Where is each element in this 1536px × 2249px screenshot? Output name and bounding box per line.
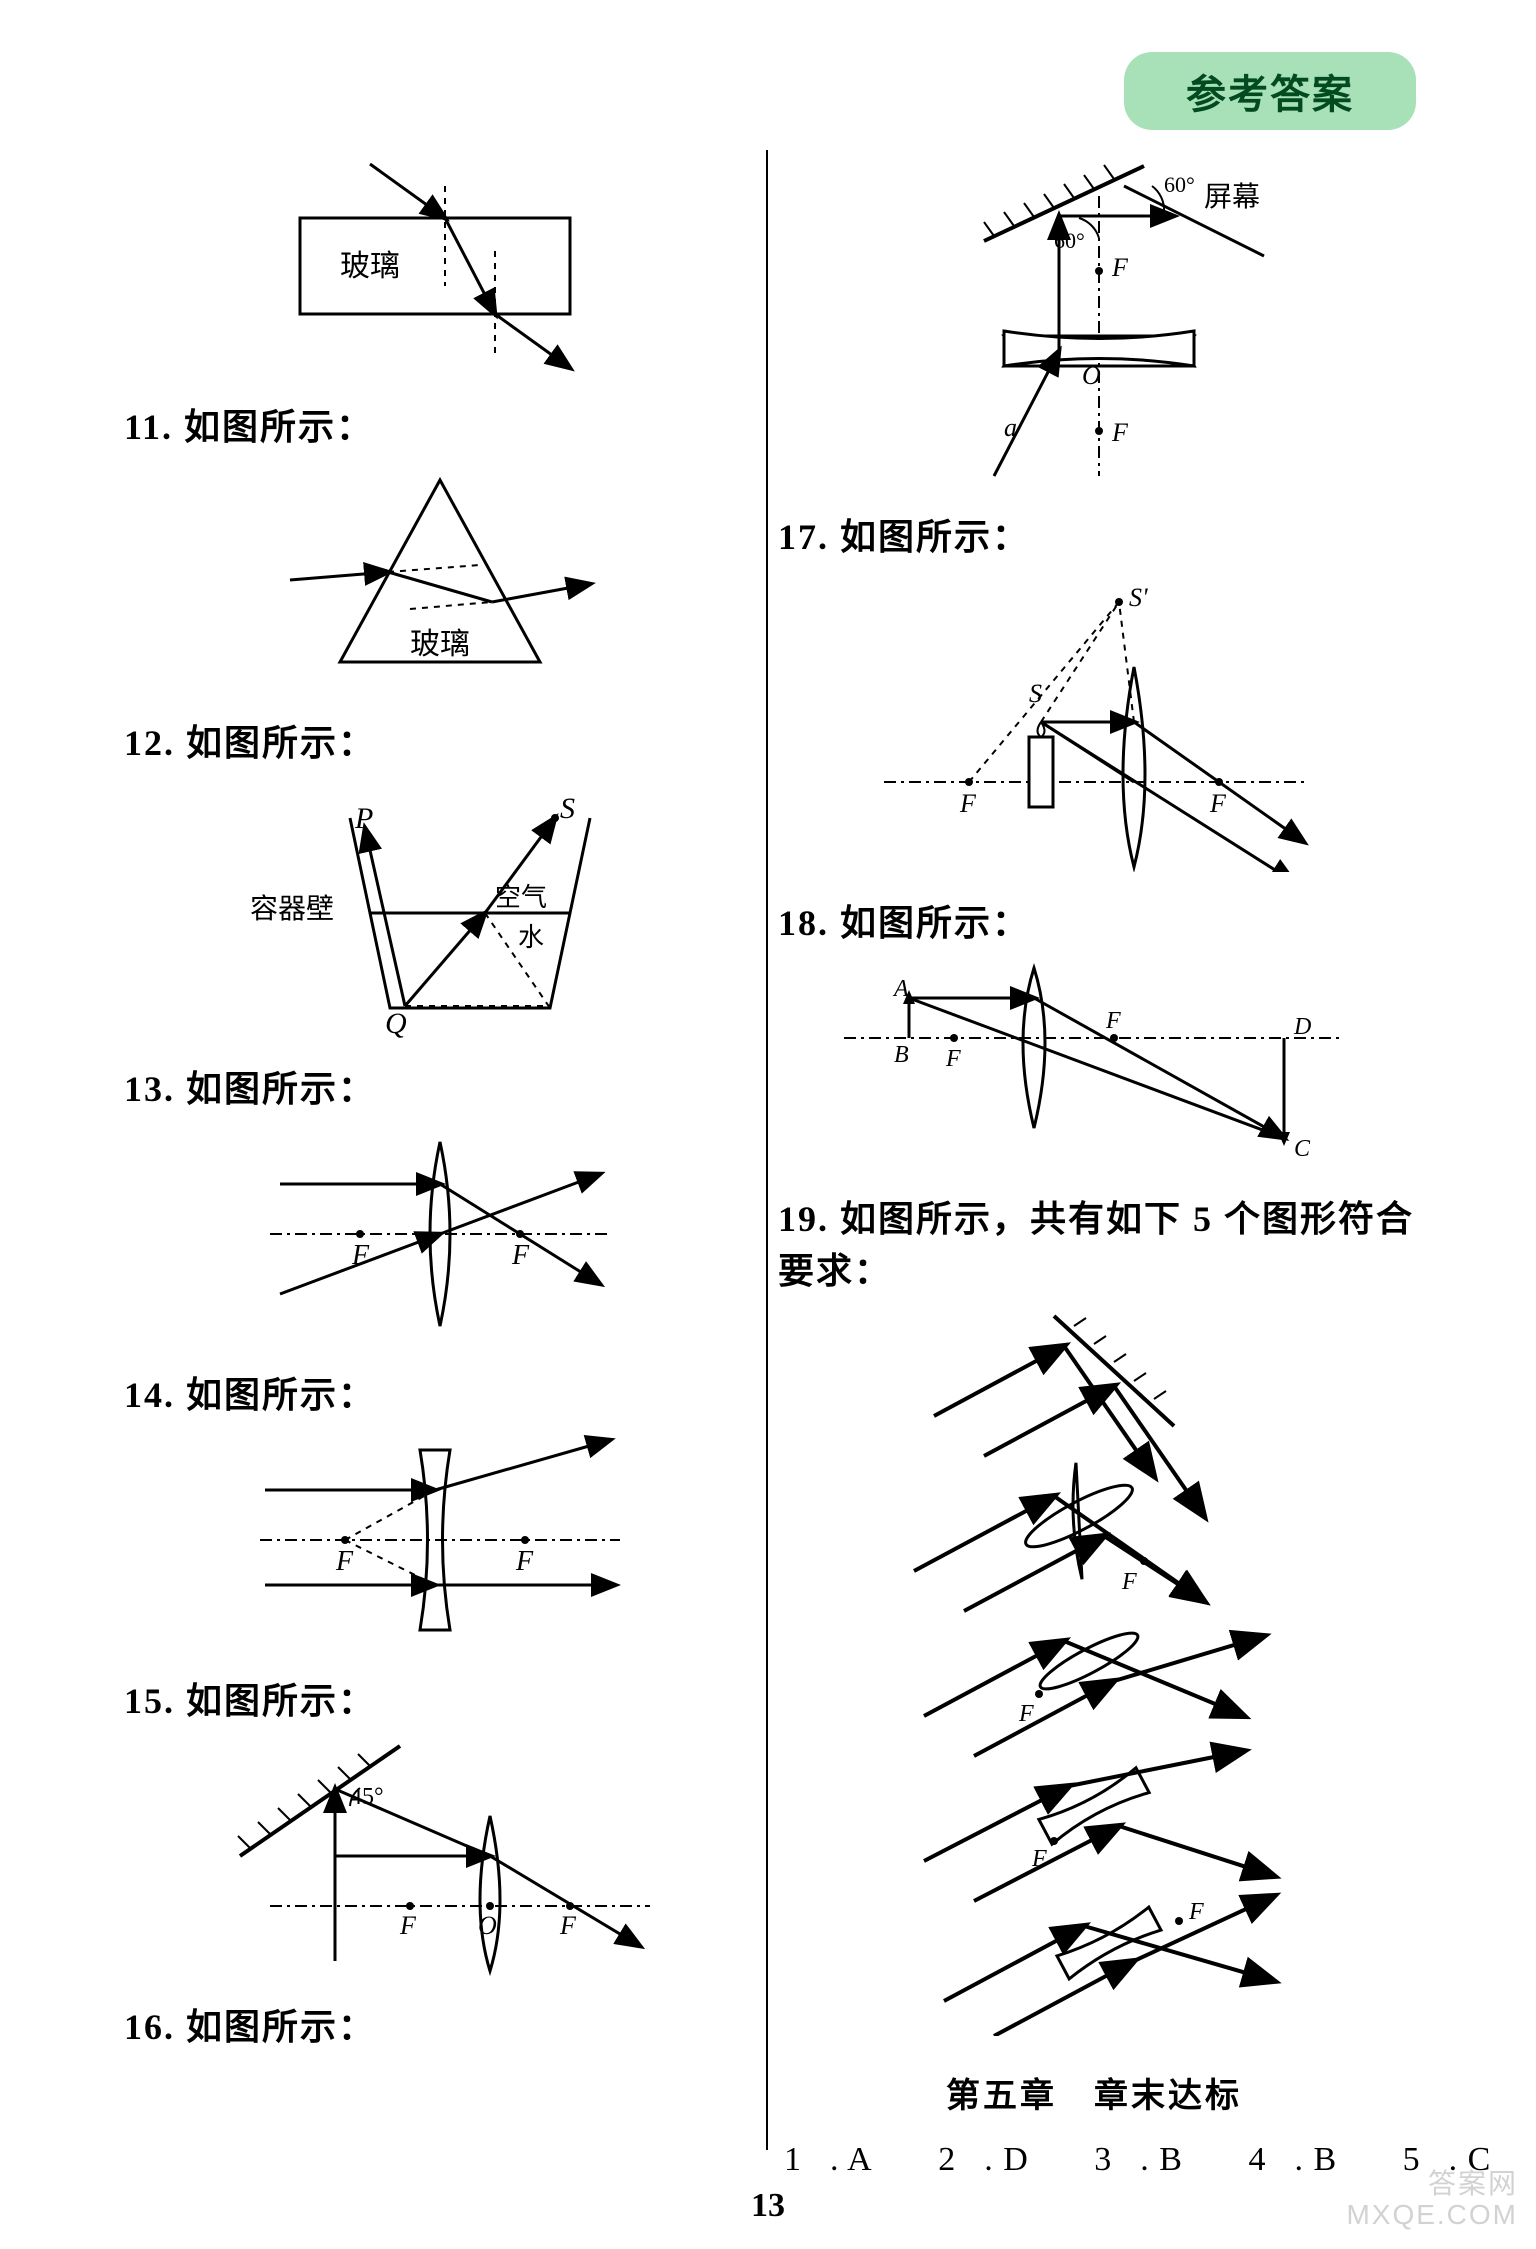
lbl-Fl17: F bbox=[959, 789, 977, 818]
caption-13: 13. 如图所示： bbox=[124, 1060, 760, 1112]
caption-18: 18. 如图所示： bbox=[778, 894, 1414, 946]
caption-14: 14. 如图所示： bbox=[124, 1366, 760, 1418]
lbl-D: D bbox=[1293, 1014, 1311, 1040]
lbl-wall: 容器壁 bbox=[250, 893, 334, 925]
item-17: 17. 如图所示： F F S' bbox=[774, 508, 1414, 886]
diagram-prism: 玻璃 bbox=[280, 462, 600, 692]
lbl-60b: 60° bbox=[1164, 172, 1195, 197]
diagram-concave-14: F F bbox=[250, 1430, 630, 1650]
lbl-screen: 屏幕 bbox=[1204, 181, 1260, 213]
diagram-18: F F A B D C bbox=[834, 958, 1354, 1168]
item-14: 14. 如图所示： F F bbox=[120, 1366, 760, 1664]
diagram-19: F F bbox=[864, 1306, 1324, 2036]
watermark-l1: 答案网 bbox=[1346, 2169, 1518, 2200]
lbl-Fl18: F bbox=[945, 1046, 961, 1072]
diagram-mirror-lens-15: F O F 45° bbox=[220, 1736, 660, 1976]
watermark: 答案网 MXQE.COM bbox=[1346, 2169, 1518, 2231]
lbl-B: B bbox=[894, 1042, 909, 1068]
lbl-F19b: F bbox=[1121, 1569, 1137, 1595]
lbl-Fd: F bbox=[1111, 418, 1129, 447]
lbl-A: A bbox=[892, 976, 909, 1002]
glass-label: 玻璃 bbox=[340, 250, 400, 283]
diagram-17: F F S' S bbox=[864, 572, 1324, 872]
answers-row: 1. A 2. D 3. B 4. B 5. C 6. A 7. B bbox=[774, 2141, 1414, 2179]
lbl-S17: S bbox=[1029, 679, 1042, 708]
lbl-Fl15: F bbox=[399, 1911, 417, 1940]
item-15: 15. 如图所示： bbox=[120, 1672, 760, 1990]
caption-19: 19. 如图所示，共有如下 5 个图形符合要求： bbox=[778, 1190, 1414, 1294]
diagram-convex-13: F F bbox=[260, 1124, 620, 1344]
item-13: 13. 如图所示： F F bbox=[120, 1060, 760, 1358]
ans-1: 1. A bbox=[784, 2141, 901, 2178]
ans-2: 2. D bbox=[938, 2141, 1057, 2178]
lbl-Fu: F bbox=[1111, 253, 1129, 282]
lbl-a: a bbox=[1004, 413, 1017, 442]
lbl-O15: O bbox=[478, 1911, 497, 1940]
lbl-F-r: F bbox=[511, 1240, 530, 1271]
caption-12: 12. 如图所示： bbox=[124, 714, 760, 766]
caption-16: 16. 如图所示： bbox=[124, 1998, 760, 2050]
left-column: 玻璃 11. 如图所示： 玻璃 bbox=[120, 150, 760, 2179]
caption-11: 11. 如图所示： bbox=[124, 398, 760, 450]
diagram-16: F F O 屏幕 60° 60° a bbox=[864, 156, 1324, 486]
lbl-Fr17: F bbox=[1209, 789, 1227, 818]
lbl-Fr15: F bbox=[559, 1911, 577, 1940]
item-11: 11. 如图所示： 玻璃 bbox=[120, 398, 760, 706]
answer-badge: 参考答案 bbox=[1124, 52, 1416, 130]
lbl-F-r14: F bbox=[515, 1546, 534, 1577]
page-number: 13 bbox=[0, 2187, 1536, 2225]
watermark-l2: MXQE.COM bbox=[1346, 2200, 1518, 2231]
lbl-O16: O bbox=[1082, 361, 1101, 390]
lbl-Sp: S' bbox=[1129, 583, 1148, 612]
item-12: 12. 如图所示： 容器壁 空气 水 P S Q bbox=[120, 714, 760, 1052]
lbl-F-l14: F bbox=[335, 1546, 354, 1577]
lbl-water: 水 bbox=[518, 923, 544, 952]
item-18: 18. 如图所示： F F A B bbox=[774, 894, 1414, 1182]
lbl-S: S bbox=[560, 792, 575, 825]
item-16: 16. 如图所示： bbox=[120, 1998, 760, 2050]
ans-3: 3. B bbox=[1094, 2141, 1211, 2178]
lbl-F19c: F bbox=[1018, 1701, 1034, 1727]
lbl-Q: Q bbox=[385, 1007, 407, 1038]
column-divider bbox=[766, 150, 768, 2150]
lbl-P: P bbox=[354, 802, 373, 835]
caption-17: 17. 如图所示： bbox=[778, 508, 1414, 560]
lbl-Fr18: F bbox=[1105, 1008, 1121, 1034]
item-19: 19. 如图所示，共有如下 5 个图形符合要求： bbox=[774, 1190, 1414, 2050]
caption-15: 15. 如图所示： bbox=[124, 1672, 760, 1724]
fig-16: F F O 屏幕 60° 60° a bbox=[774, 150, 1414, 500]
lbl-F19e: F bbox=[1188, 1899, 1204, 1925]
prism-label: 玻璃 bbox=[410, 628, 470, 661]
lbl-C: C bbox=[1294, 1136, 1311, 1162]
diagram-container: 容器壁 空气 水 P S Q bbox=[230, 778, 650, 1038]
section-heading: 第五章 章末达标 bbox=[774, 2068, 1414, 2117]
content-columns: 玻璃 11. 如图所示： 玻璃 bbox=[120, 150, 1416, 2179]
lbl-F19d: F bbox=[1031, 1846, 1047, 1872]
diagram-glass-slab: 玻璃 bbox=[250, 156, 630, 376]
fig-10: 玻璃 bbox=[120, 150, 760, 390]
right-column: F F O 屏幕 60° 60° a bbox=[774, 150, 1414, 2179]
